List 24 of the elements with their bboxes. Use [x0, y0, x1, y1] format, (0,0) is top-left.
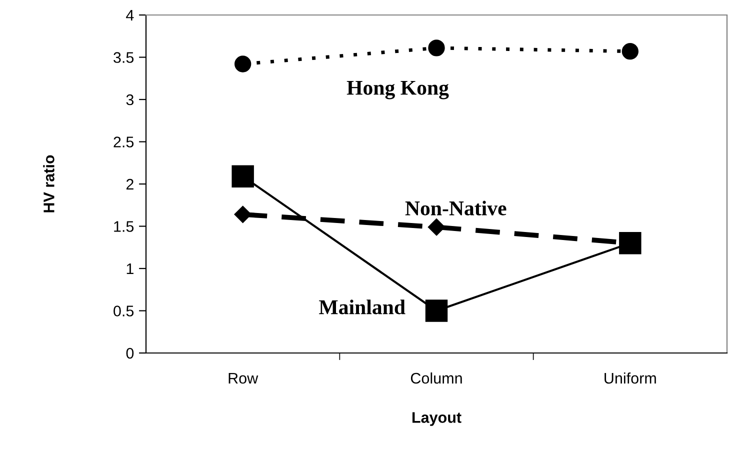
- x-tick-label: Uniform: [604, 372, 656, 384]
- y-axis-title: HV ratio: [43, 155, 54, 212]
- y-tick-label: 3: [126, 94, 134, 106]
- y-tick-label: 2: [126, 178, 134, 190]
- y-tick-label: 4: [126, 10, 134, 21]
- y-tick-label: 2.5: [114, 136, 134, 148]
- point: [428, 218, 446, 236]
- y-tick-label: 0: [126, 348, 134, 359]
- y-tick-label: 1.5: [114, 221, 134, 232]
- y-tick-label: 3.5: [114, 52, 134, 63]
- point: [232, 165, 254, 188]
- point: [622, 43, 638, 60]
- series-label: Non-Native: [405, 200, 506, 216]
- x-tick-label: Column: [410, 372, 462, 384]
- point: [234, 206, 252, 223]
- x-tick-label: Row: [228, 373, 258, 384]
- series-label: Mainland: [319, 300, 406, 314]
- y-tick-label: 1: [126, 264, 134, 274]
- y-tick-label: 0.5: [114, 306, 134, 316]
- x-axis-title: Layout: [412, 412, 462, 426]
- series-label: Hong Kong: [346, 80, 449, 100]
- point: [428, 40, 445, 56]
- point: [425, 300, 448, 322]
- point: [234, 56, 252, 72]
